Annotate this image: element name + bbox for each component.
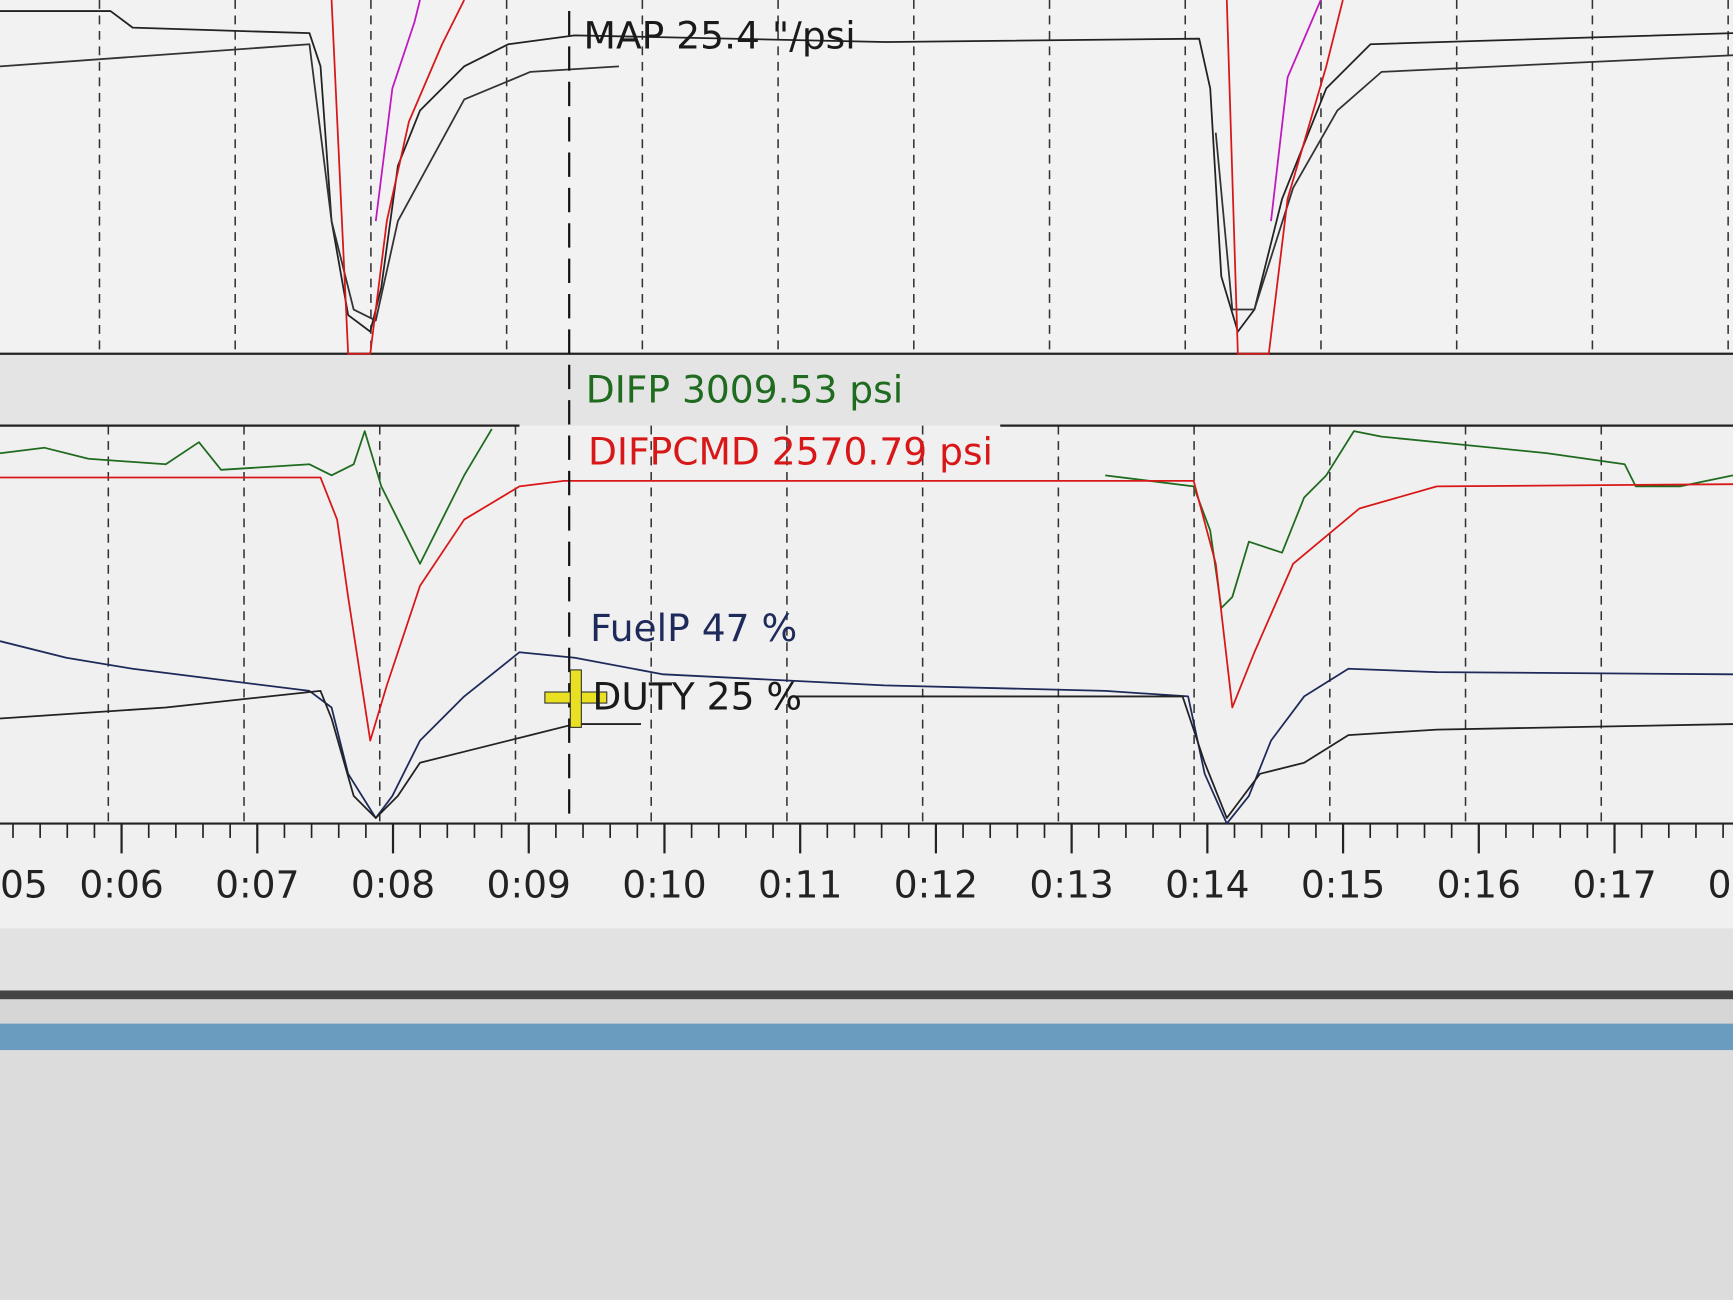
tick-label: 0:14 (1165, 863, 1249, 907)
strip (0, 999, 1733, 1024)
magenta-trace (374, 0, 1322, 222)
map-trace (0, 10, 1733, 333)
tick-label: 0: (1708, 863, 1733, 907)
tick-label: 0:15 (1301, 863, 1385, 907)
tick-label: 0:11 (758, 863, 842, 907)
readout-label: DUTY 25 % (592, 675, 802, 719)
tick-label: 0:17 (1572, 863, 1656, 907)
readout-label: DIFPCMD 2570.79 psi (588, 429, 993, 473)
trace (0, 43, 1733, 322)
difpcmd-trace (0, 476, 1733, 742)
tick-label: 05 (0, 863, 48, 907)
tick-label: 0:16 (1437, 863, 1521, 907)
red-trace (330, 0, 1344, 355)
grid (98, 0, 1729, 824)
divider (0, 990, 1733, 1000)
tick-label: 0:08 (351, 863, 435, 907)
scroll-area (0, 928, 1733, 995)
panel-gap (0, 353, 1733, 426)
status-bar (0, 1023, 1733, 1051)
bottom-area (0, 1050, 1733, 1300)
lower-panel (0, 425, 1733, 929)
tick-label: 0:10 (622, 863, 706, 907)
readout-label: MAP 25.4 "/psi (584, 14, 856, 58)
readout-label: DIFP 3009.53 psi (586, 367, 903, 411)
tick-label: 0:07 (215, 863, 299, 907)
tick-label: 0:09 (487, 863, 571, 907)
cursor-cross (544, 669, 608, 728)
tick-label: 0:12 (894, 863, 978, 907)
time-axis: 05 0:06 0:07 0:08 0:09 0:10 0:11 0:12 0:13 0:14 0:… (0, 823, 1733, 907)
upper-panel (0, 0, 1733, 354)
readout-label: FuelP 47 % (590, 606, 797, 650)
duty-trace (0, 690, 1733, 819)
fuelp-trace (0, 640, 1733, 825)
readouts: MAP 25.4 "/psi DIFP 3009.53 psi DIFPCMD 25… (584, 14, 993, 719)
tick-label: 0:13 (1029, 863, 1113, 907)
tick-label: 0:06 (79, 863, 163, 907)
